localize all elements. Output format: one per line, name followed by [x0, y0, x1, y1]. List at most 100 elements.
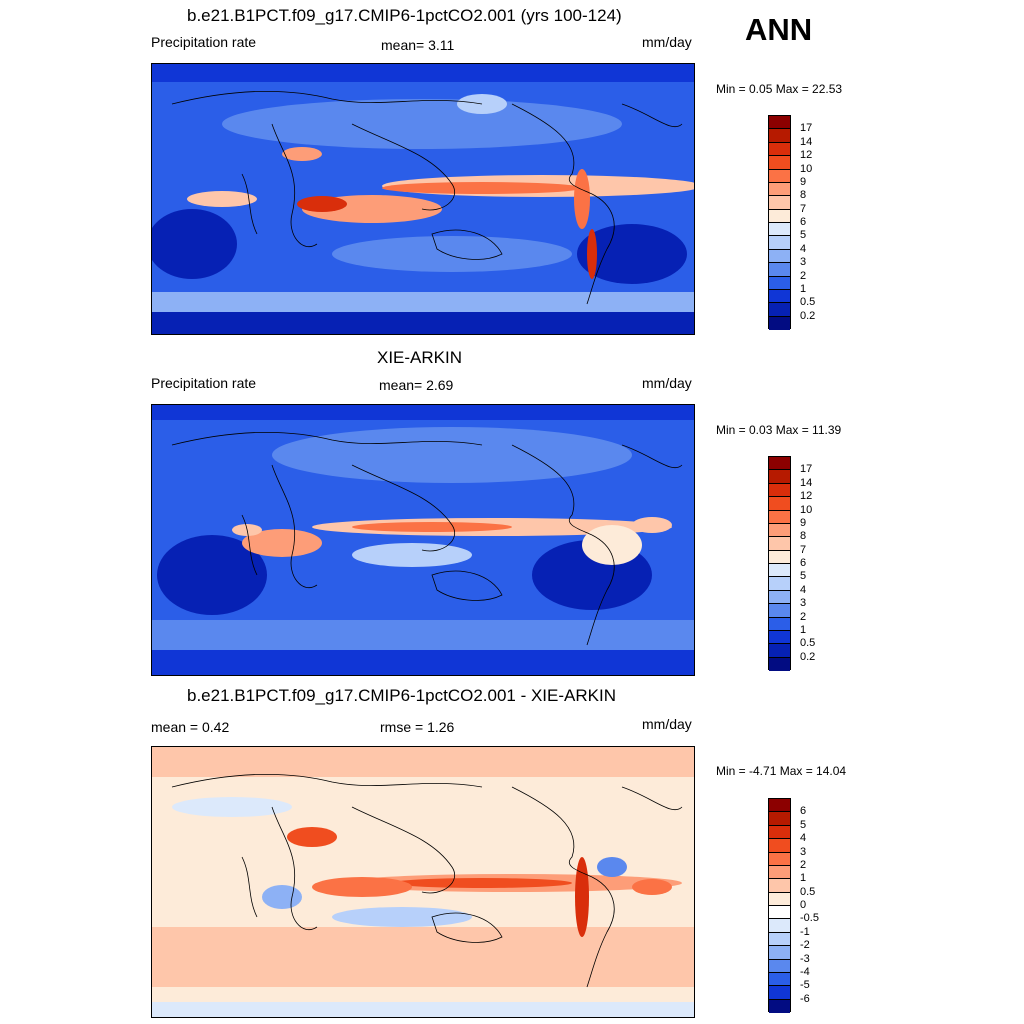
colorbar-swatch [769, 289, 790, 304]
colorbar-tick-label: 1 [800, 623, 807, 636]
field-contour [152, 64, 694, 82]
colorbar-tick-label: 0 [800, 899, 807, 911]
field-contour [392, 878, 572, 888]
colorbar-tick-label: 4 [800, 242, 807, 255]
field-contour [152, 747, 694, 777]
colorbar-swatch [769, 892, 790, 906]
field-contour [632, 517, 672, 533]
field-contour [282, 147, 322, 161]
colorbar-tick-label: -4 [800, 965, 810, 978]
coastline [511, 444, 593, 536]
field-contour [152, 312, 694, 334]
colorbar-swatch [769, 457, 790, 471]
coastline [351, 123, 455, 211]
colorbar-swatch [769, 564, 790, 578]
colorbar-swatch [769, 550, 790, 564]
colorbar-swatch [769, 223, 790, 237]
field-contour [352, 543, 472, 567]
colorbar-swatch [769, 129, 790, 143]
coastline [171, 90, 483, 105]
colorbar-swatch [769, 142, 790, 157]
colorbar-swatch [769, 116, 790, 130]
coastline [351, 806, 455, 894]
colorbar-tick-label: 10 [800, 503, 813, 516]
colorbar-swatch [769, 657, 790, 671]
coastline [431, 570, 503, 601]
panel-2-colorbar [768, 456, 791, 671]
colorbar-tick-label: 5 [800, 229, 807, 242]
field-contour [597, 857, 627, 877]
colorbar-tick-label: 5 [800, 818, 807, 831]
panel-1-colorbar [768, 115, 791, 330]
panel-3-rmse-label: rmse = 1.26 [380, 719, 455, 735]
field-contour [287, 827, 337, 847]
colorbar-tick-label: 8 [800, 530, 807, 543]
colorbar-tick-label: 14 [800, 135, 813, 148]
colorbar-swatch [769, 946, 790, 960]
field-contour [152, 405, 694, 420]
coastline [271, 464, 318, 588]
colorbar-tick-label: 12 [800, 149, 813, 162]
panel-3-min-max: Min = -4.71 Max = 14.04 [716, 764, 847, 778]
coastline [621, 444, 683, 469]
colorbar-swatch [769, 316, 790, 330]
panel-1-units-label: mm/day [642, 34, 692, 50]
field-contour [574, 169, 590, 229]
field-contour [172, 797, 292, 817]
colorbar-swatch [769, 249, 790, 264]
colorbar-tick-label: -0.5 [800, 912, 819, 925]
coastline [271, 806, 318, 930]
colorbar-swatch [769, 523, 790, 538]
field-contour [157, 535, 267, 615]
colorbar-tick-label: 3 [800, 256, 807, 269]
coastline [431, 912, 503, 943]
colorbar-tick-label: 10 [800, 162, 813, 175]
panel-3-mean-label: mean = 0.42 [151, 719, 230, 735]
colorbar-swatch [769, 839, 790, 853]
colorbar-tick-label: 7 [800, 202, 807, 215]
colorbar-swatch [769, 182, 790, 197]
colorbar-swatch [769, 999, 790, 1013]
panel-3-colorbar [768, 798, 791, 1013]
colorbar-swatch [769, 644, 790, 658]
colorbar-tick-label: 9 [800, 175, 807, 188]
colorbar-tick-label: 17 [800, 122, 813, 135]
field-contour [332, 236, 572, 272]
coastline [431, 229, 503, 260]
field-contour [242, 529, 322, 557]
colorbar-tick-label: 12 [800, 490, 813, 503]
colorbar-swatch [769, 865, 790, 880]
panel-2-map [151, 404, 695, 676]
colorbar-swatch [769, 169, 790, 183]
colorbar-swatch [769, 209, 790, 223]
colorbar-tick-label: 6 [800, 557, 807, 569]
colorbar-tick-label: 7 [800, 543, 807, 556]
colorbar-swatch [769, 972, 790, 987]
colorbar-tick-label: 4 [800, 832, 807, 845]
colorbar-swatch [769, 919, 790, 933]
colorbar-tick-label: 1 [800, 282, 807, 295]
colorbar-swatch [769, 483, 790, 498]
field-contour [577, 224, 687, 284]
colorbar-swatch [769, 932, 790, 947]
colorbar-swatch [769, 959, 790, 973]
colorbar-tick-label: 2 [800, 858, 807, 871]
colorbar-tick-label: 0.2 [800, 650, 816, 663]
field-contour [352, 522, 512, 532]
coastline [241, 856, 258, 918]
colorbar-tick-label: -6 [800, 992, 810, 1005]
colorbar-tick-label: 9 [800, 516, 807, 529]
field-contour [632, 879, 672, 895]
coastline [586, 193, 615, 305]
field-contour [152, 1002, 694, 1017]
coastline [241, 173, 258, 235]
colorbar-swatch [769, 263, 790, 277]
colorbar-tick-label: 5 [800, 570, 807, 583]
colorbar-tick-label: 3 [800, 597, 807, 610]
colorbar-tick-label: -2 [800, 939, 810, 952]
field-contour [152, 927, 694, 987]
colorbar-tick-label: 2 [800, 269, 807, 282]
colorbar-tick-label: 0.2 [800, 309, 816, 322]
colorbar-swatch [769, 630, 790, 645]
coastline [621, 103, 683, 128]
